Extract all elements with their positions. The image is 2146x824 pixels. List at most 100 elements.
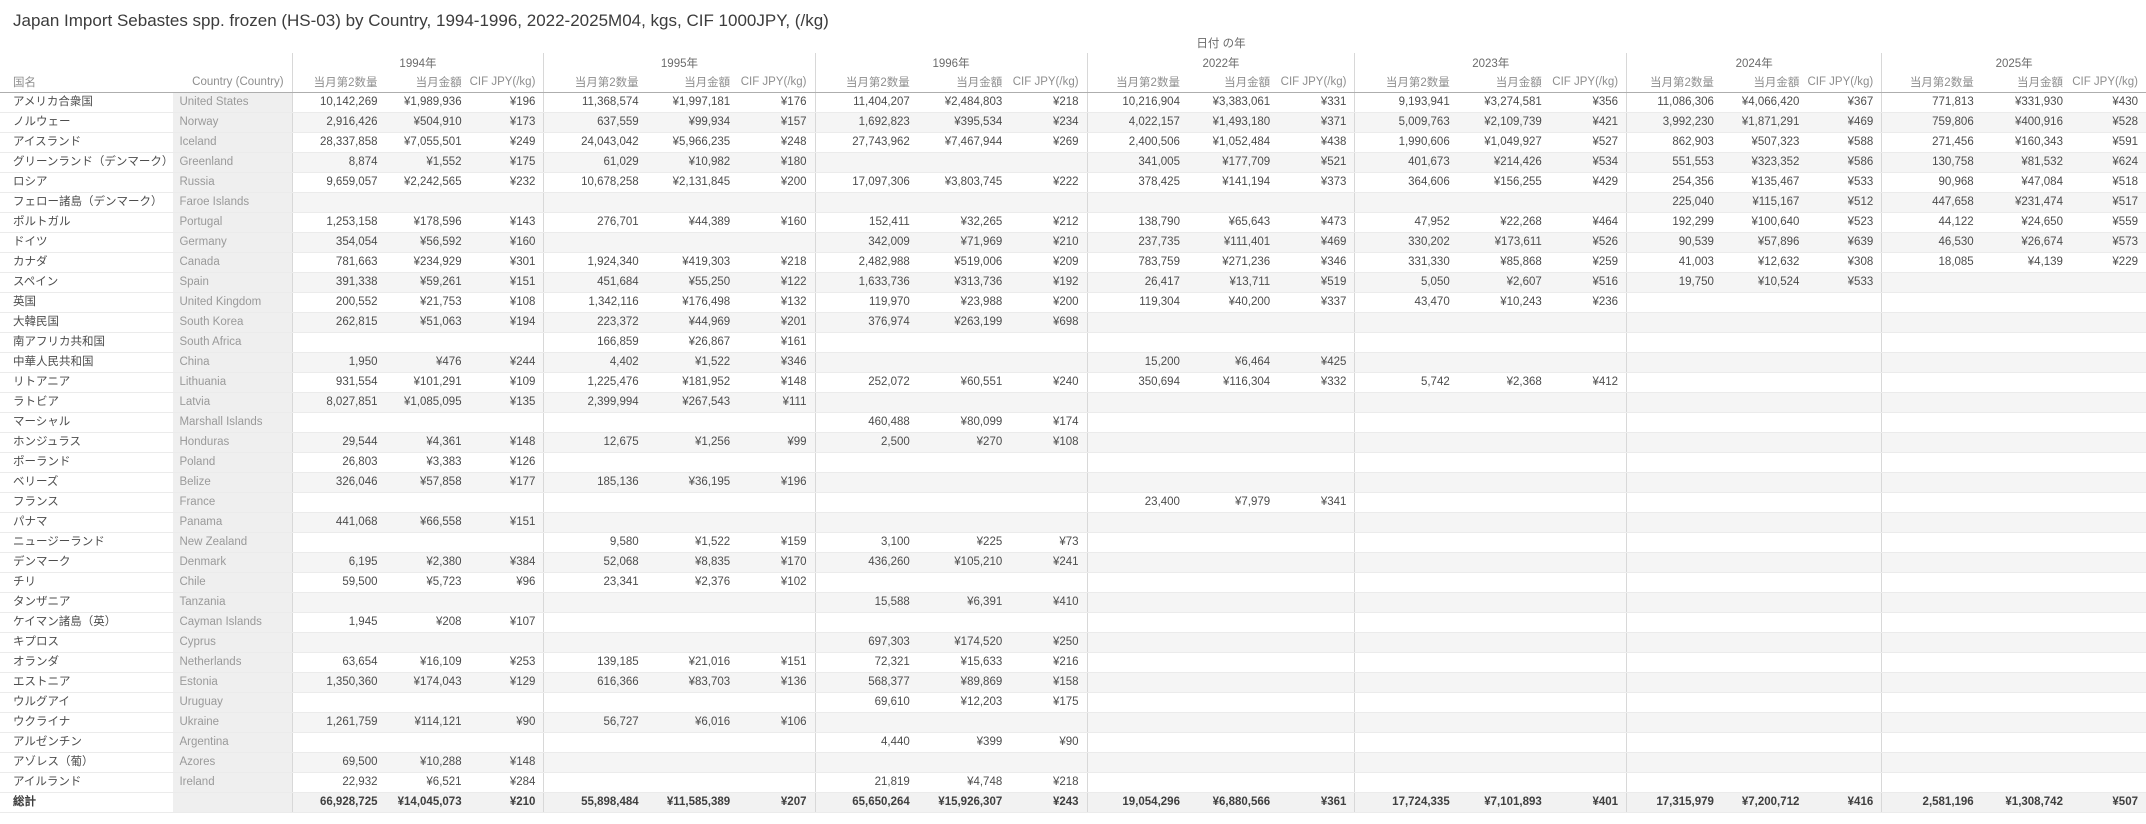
table-row: キプロス Cyprus 697,303 ¥174,520 ¥250 [0, 632, 2146, 653]
qty-cell [814, 152, 918, 173]
cif-cell [738, 612, 815, 633]
amount-cell: ¥7,055,501 [385, 132, 470, 153]
cif-cell [1549, 692, 1627, 713]
amount-cell [1187, 772, 1279, 793]
amount-cell [1187, 192, 1279, 213]
amount-cell: ¥51,063 [385, 312, 470, 333]
qty-cell: 4,402 [543, 352, 647, 373]
country-name-jp: ニュージーランド [0, 532, 174, 553]
amount-cell [1457, 452, 1550, 473]
qty-cell: 2,399,994 [543, 392, 647, 413]
qty-cell: 2,482,988 [814, 252, 918, 273]
qty-cell: 119,304 [1086, 292, 1188, 313]
amount-cell [385, 412, 470, 433]
cif-cell: ¥99 [738, 432, 815, 453]
cif-cell: ¥129 [469, 672, 544, 693]
qty-cell: 568,377 [814, 672, 918, 693]
amount-cell [1457, 652, 1550, 673]
qty-cell [543, 232, 647, 253]
cif-cell: ¥253 [469, 652, 544, 673]
amount-cell: ¥3,383,061 [1187, 92, 1279, 113]
qty-cell [1354, 332, 1458, 353]
qty-cell [1086, 392, 1188, 413]
cif-cell [1549, 672, 1627, 693]
qty-cell [1626, 372, 1722, 393]
amount-cell: ¥2,242,565 [385, 172, 470, 193]
qty-cell: 342,009 [814, 232, 918, 253]
qty-cell [1881, 272, 1982, 293]
qty-cell [1086, 312, 1188, 333]
qty-cell: 8,874 [291, 152, 386, 173]
cif-cell: ¥243 [1010, 791, 1088, 813]
cif-cell [1010, 472, 1088, 493]
amount-cell: ¥10,524 [1721, 272, 1808, 293]
amount-cell [1721, 772, 1808, 793]
qty-cell: 3,992,230 [1626, 112, 1722, 133]
cif-cell: ¥591 [2070, 132, 2146, 153]
cif-cell [2070, 612, 2146, 633]
qty-cell [1086, 672, 1188, 693]
qty-cell [543, 412, 647, 433]
table-row: カナダ Canada 781,663 ¥234,929 ¥301 1,924,340 ¥41… [0, 252, 2146, 273]
qty-cell [1881, 392, 1982, 413]
amount-cell: ¥176,498 [646, 292, 739, 313]
cif-cell: ¥148 [738, 372, 815, 393]
qty-cell [1881, 432, 1982, 453]
country-name-en: China [173, 352, 293, 373]
amount-cell [1457, 312, 1550, 333]
qty-cell [1881, 592, 1982, 613]
cif-cell [1807, 432, 1882, 453]
qty-cell: 28,337,858 [291, 132, 386, 153]
header-dimension-row: 日付 の年 [0, 33, 2146, 53]
country-name-en: Norway [173, 112, 293, 133]
cif-cell: ¥196 [738, 472, 815, 493]
amount-cell: ¥400,916 [1981, 112, 2071, 133]
measure-header-cif: CIF JPY(/kg) [469, 73, 544, 93]
cif-cell [1807, 732, 1882, 753]
qty-cell: 783,759 [1086, 252, 1188, 273]
qty-cell [1881, 552, 1982, 573]
amount-cell [1187, 672, 1279, 693]
cif-cell: ¥107 [469, 612, 544, 633]
amount-cell: ¥399 [917, 732, 1011, 753]
qty-cell [1626, 332, 1722, 353]
amount-cell: ¥173,611 [1457, 232, 1550, 253]
measure-header-qty: 当月第2数量 [543, 73, 647, 93]
country-name-jp: ウクライナ [0, 712, 174, 733]
cif-cell: ¥533 [1807, 172, 1882, 193]
amount-cell: ¥71,969 [917, 232, 1011, 253]
country-name-jp: フランス [0, 492, 174, 513]
qty-cell [1626, 452, 1722, 473]
country-name-jp: マーシャル [0, 412, 174, 433]
amount-cell [1457, 412, 1550, 433]
qty-cell [543, 632, 647, 653]
cif-cell: ¥429 [1549, 172, 1627, 193]
country-name-jp: ホンジュラス [0, 432, 174, 453]
country-name-en: Cyprus [173, 632, 293, 653]
amount-cell: ¥83,703 [646, 672, 739, 693]
measure-header-cif: CIF JPY(/kg) [1278, 73, 1355, 93]
qty-cell: 69,500 [291, 752, 386, 773]
amount-cell [1981, 432, 2071, 453]
amount-cell [1457, 432, 1550, 453]
amount-cell [1187, 572, 1279, 593]
cif-cell: ¥512 [1807, 192, 1882, 213]
qty-cell: 862,903 [1626, 132, 1722, 153]
amount-cell: ¥36,195 [646, 472, 739, 493]
amount-cell: ¥4,748 [917, 772, 1011, 793]
amount-cell [917, 472, 1011, 493]
amount-cell [646, 692, 739, 713]
country-name-en: Ireland [173, 772, 293, 793]
qty-cell [1881, 732, 1982, 753]
cif-cell [2070, 412, 2146, 433]
cif-cell [1807, 592, 1882, 613]
amount-cell [1721, 692, 1808, 713]
cif-cell [1807, 532, 1882, 553]
qty-cell [1086, 712, 1188, 733]
qty-cell [1086, 632, 1188, 653]
qty-cell [1086, 552, 1188, 573]
country-name-jp: ノルウェー [0, 112, 174, 133]
cif-cell [2070, 272, 2146, 293]
qty-cell [543, 772, 647, 793]
qty-cell: 152,411 [814, 212, 918, 233]
